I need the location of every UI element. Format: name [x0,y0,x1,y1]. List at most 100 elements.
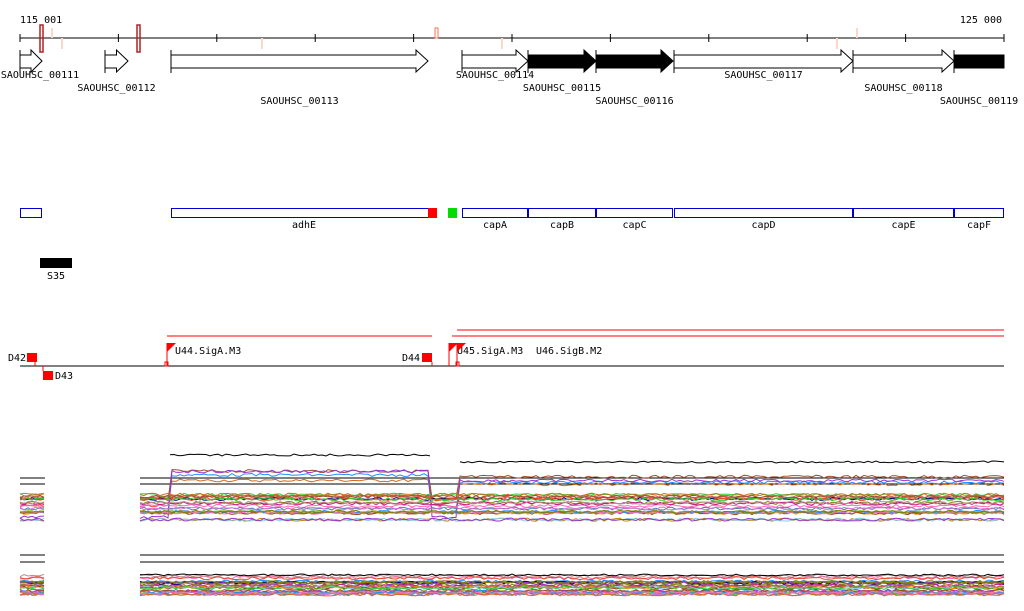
svg-text:U46.SigB.M2: U46.SigB.M2 [536,346,602,357]
signal-trace [139,506,1005,511]
signal-trace [459,460,1005,464]
gene-label: SAOUHSC_00119 [940,96,1018,107]
gene-saouhsc_00118[interactable]: SAOUHSC_00118 [852,48,955,94]
signal-trace [19,580,45,583]
signal-trace [139,509,1005,514]
marker[interactable] [261,38,263,49]
signal-trace [19,517,45,522]
marker[interactable] [856,28,858,38]
gene-saouhsc_00112[interactable]: SAOUHSC_00112 [77,48,156,94]
promoter-track: D42 D43 D44 U44.SigA.M3 U45.SigA.M3 U46.… [8,329,1004,382]
variant-markers [39,24,858,53]
gene-saouhsc_00115[interactable]: SAOUHSC_00115 [523,48,601,94]
signal-trace [19,510,45,514]
gene-arrow[interactable] [595,48,674,74]
signal-trace [19,506,45,511]
promoter-u46[interactable]: U46.SigB.M2 [455,343,602,367]
signal-trace [19,515,45,519]
terminator-marker[interactable] [428,208,437,218]
signal-trace [139,501,1005,506]
marker[interactable] [39,24,44,53]
gene-saouhsc_00116[interactable]: SAOUHSC_00116 [595,48,674,107]
operon-adhE[interactable]: adhE [171,208,437,232]
svg-text:D42: D42 [8,353,26,364]
gene-label: SAOUHSC_00111 [1,70,79,81]
signal-trace [19,494,45,498]
signal-trace [19,511,45,514]
marker[interactable] [61,38,63,49]
svg-text:D44: D44 [402,353,420,364]
gene-label: SAOUHSC_00116 [595,96,673,107]
gene-arrow[interactable] [673,48,854,74]
gene-track: SAOUHSC_00111 SAOUHSC_00112 SAOUHSC_00113 S… [1,48,1018,107]
gene-arrow[interactable] [953,54,1005,69]
promoter-u45[interactable]: U45.SigA.M3 [448,343,523,366]
signal-trace [139,517,1005,522]
signal-trace [19,497,45,501]
ncrna-feature[interactable] [40,258,72,268]
marker[interactable] [434,27,439,39]
marker[interactable] [501,38,503,49]
operon-capF[interactable]: capF [954,208,1004,232]
signal-trace [19,580,45,585]
signal-trace [139,590,1005,595]
gene-saouhsc_00119[interactable]: SAOUHSC_00119 [940,50,1018,107]
operon-label: capE [891,220,915,231]
ncrna-track: S35 [40,258,72,282]
operon-label: adhE [292,220,316,231]
promoter-d43[interactable]: D43 [42,366,73,382]
promoter-d44[interactable]: D44 [402,353,433,366]
operon-capA[interactable]: capA [462,208,528,232]
marker[interactable] [836,38,838,49]
signal-trace [139,576,1005,581]
gene-arrow[interactable] [104,48,129,74]
signal-trace [19,581,45,585]
operon-capB[interactable]: capB [528,208,596,232]
gene-label: SAOUHSC_00115 [523,83,601,94]
operon-label: capF [967,220,991,231]
operon-capD[interactable]: capD [674,208,853,232]
ruler-end-label: 125 000 [960,15,1002,26]
gene-label: SAOUHSC_00114 [456,70,534,81]
gene-saouhsc_00114[interactable]: SAOUHSC_00114 [456,48,534,81]
signal-trace [139,583,1005,589]
promoter-u44[interactable]: U44.SigA.M3 [164,343,241,367]
signal-trace [139,496,1005,502]
signal-trace [19,576,45,580]
gene-arrow[interactable] [19,48,43,74]
operon-label: capA [483,220,507,231]
signal-trace [19,591,45,595]
gene-label: SAOUHSC_00112 [77,83,155,94]
svg-text:U45.SigA.M3: U45.SigA.M3 [457,346,523,357]
signal-trace [19,589,45,593]
marker[interactable] [136,24,141,53]
signal-trace [19,501,45,505]
ncrna-label: S35 [47,271,65,282]
signal-trace [139,517,1005,522]
operon-unnamed[interactable] [20,208,42,218]
operon-label: capD [751,220,775,231]
signal-trace [139,592,1005,597]
signal-trace [139,585,1005,590]
gene-arrow[interactable] [527,48,597,74]
marker[interactable] [51,28,53,38]
signal-trace [19,497,45,501]
gene-saouhsc_00117[interactable]: SAOUHSC_00117 [673,48,854,81]
gene-arrow[interactable] [852,48,955,74]
ruler-start-label: 115 001 [20,15,62,26]
gene-arrow[interactable] [170,48,429,74]
feature-marker[interactable] [448,208,457,218]
signal-trace [139,478,1005,502]
gene-saouhsc_00111[interactable]: SAOUHSC_00111 [1,48,79,81]
svg-text:U44.SigA.M3: U44.SigA.M3 [175,346,241,357]
signal-trace [139,580,1005,585]
signal-trace [20,587,45,591]
gene-arrow[interactable] [461,48,529,74]
svg-text:D43: D43 [55,371,73,382]
operon-capC[interactable]: capC [596,208,673,232]
signal-trace [139,500,1005,505]
operon-capE[interactable]: capE [853,208,954,232]
gene-saouhsc_00113[interactable]: SAOUHSC_00113 [170,48,429,107]
promoter-d42[interactable]: D42 [8,353,37,366]
